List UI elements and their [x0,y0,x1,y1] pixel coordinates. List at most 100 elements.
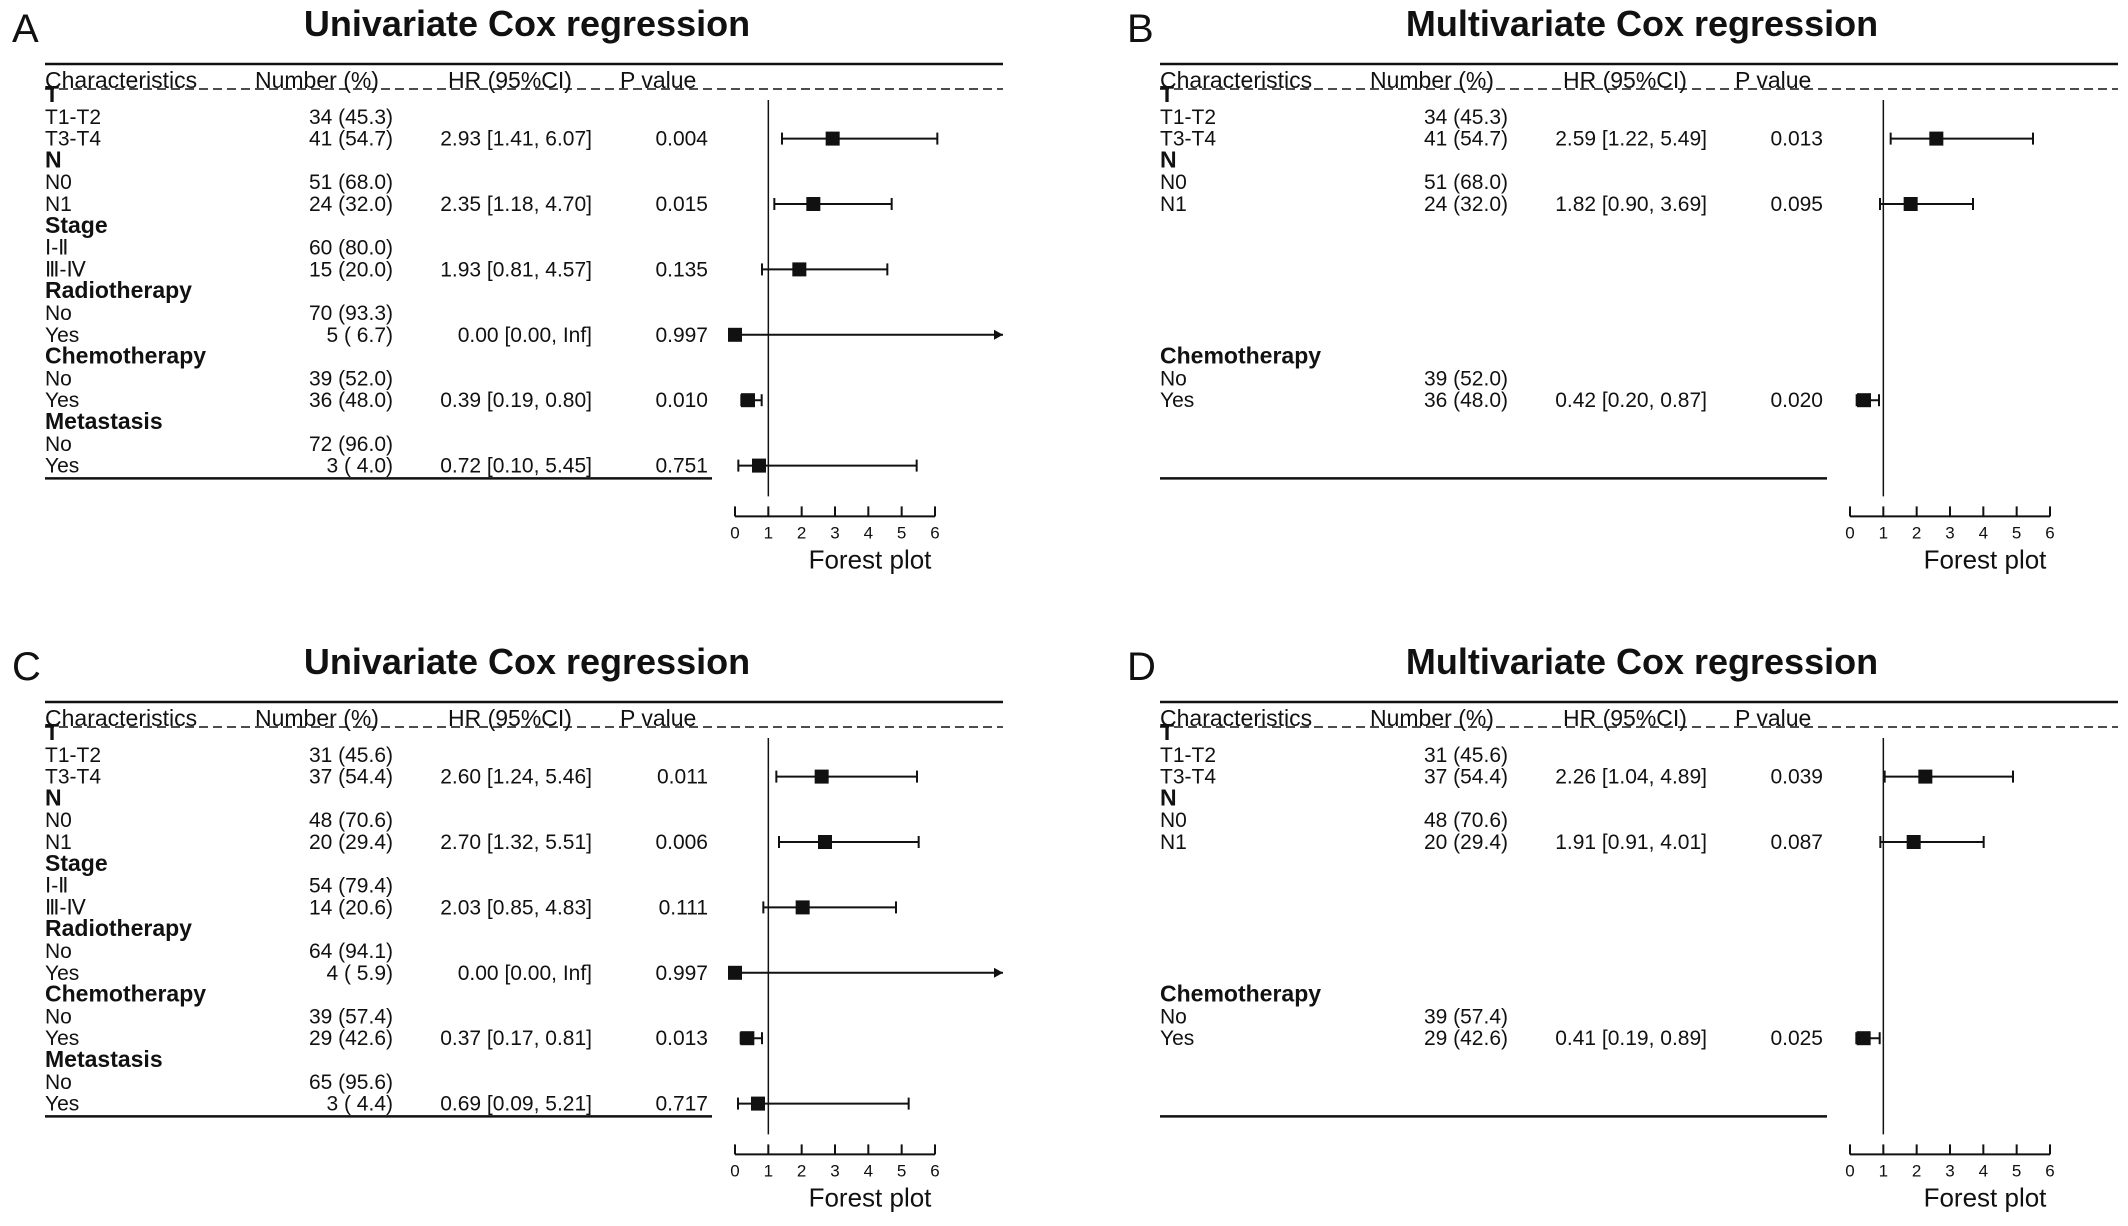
row-number: 48 (70.6) [1424,809,1508,832]
column-header: HR (95%CI) [448,705,572,731]
x-tick-label: 3 [1945,1161,1954,1180]
row-number: 39 (52.0) [309,367,393,390]
row-number: 20 (29.4) [309,831,393,854]
panel-letter: C [12,645,41,689]
panel-title: Univariate Cox regression [304,3,750,44]
panel-letter: D [1127,645,1156,689]
row-number: 24 (32.0) [1424,193,1508,216]
section-label: N [45,146,62,172]
row-hr-ci: 2.26 [1.04, 4.89] [1555,766,1707,789]
panel-b: B Multivariate Cox regression Characterist… [1127,3,2118,574]
column-header: Number (%) [1370,67,1494,93]
row-label: T3-T4 [45,128,101,151]
section-label: Chemotherapy [45,981,206,1007]
row-label: N1 [45,193,72,216]
x-tick-label: 4 [1979,523,1988,542]
x-tick-label: 1 [764,523,773,542]
x-tick-label: 0 [1845,1161,1854,1180]
x-tick-label: 5 [897,523,906,542]
row-number: 24 (32.0) [309,193,393,216]
column-header: P value [1735,67,1811,93]
row-label: No [1160,1005,1187,1028]
row-label: No [45,1005,72,1028]
row-number: 65 (95.6) [309,1071,393,1094]
row-p-value: 0.095 [1770,193,1823,216]
ci-arrow [994,967,1003,978]
section-label: Radiotherapy [45,277,192,303]
column-header: HR (95%CI) [448,67,572,93]
row-hr-ci: 0.39 [0.19, 0.80] [440,389,592,412]
x-tick-label: 0 [1845,523,1854,542]
row-number: 41 (54.7) [309,128,393,151]
row-label: T1-T2 [1160,744,1216,767]
row-hr-ci: 2.03 [0.85, 4.83] [440,896,592,919]
hr-point [1903,197,1918,211]
column-header: P value [620,705,696,731]
row-p-value: 0.135 [655,258,708,281]
section-label: N [45,784,62,810]
x-tick-label: 0 [730,1161,739,1180]
column-header: Characteristics [1160,67,1312,93]
x-tick-label: 0 [730,523,739,542]
row-p-value: 0.751 [655,455,708,478]
row-p-value: 0.039 [1770,766,1823,789]
row-label: No [45,940,72,963]
column-header: Number (%) [255,705,379,731]
row-number: 70 (93.3) [309,302,393,325]
row-hr-ci: 0.00 [0.00, Inf] [458,962,592,985]
section-label: Stage [45,212,108,238]
x-tick-label: 1 [1879,523,1888,542]
column-header: Number (%) [255,67,379,93]
x-tick-label: 6 [930,1161,939,1180]
x-tick-label: 5 [2012,1161,2021,1180]
row-number: 48 (70.6) [309,809,393,832]
row-hr-ci: 0.69 [0.09, 5.21] [440,1093,592,1116]
row-label: T3-T4 [1160,128,1216,151]
row-p-value: 0.087 [1770,831,1823,854]
section-label: T [45,719,59,745]
row-number: 36 (48.0) [1424,389,1508,412]
row-number: 72 (96.0) [309,433,393,456]
hr-point [792,262,807,277]
row-number: 34 (45.3) [309,106,393,129]
row-label: No [45,433,72,456]
row-label: Yes [45,455,79,478]
row-number: 51 (68.0) [309,171,393,194]
row-number: 54 (79.4) [309,875,393,898]
row-label: Yes [45,324,79,347]
row-number: 39 (57.4) [309,1005,393,1028]
hr-point [728,327,742,342]
column-header: Number (%) [1370,705,1494,731]
hr-point [740,1031,755,1046]
row-number: 60 (80.0) [309,237,393,260]
x-axis-label: Forest plot [809,1182,933,1212]
row-number: 20 (29.4) [1424,831,1508,854]
x-tick-label: 2 [797,1161,806,1180]
row-p-value: 0.020 [1770,389,1823,412]
section-label: Metastasis [45,1046,163,1072]
row-p-value: 0.997 [655,324,708,347]
x-tick-label: 5 [2012,523,2021,542]
hr-point [1918,769,1933,784]
row-label: T3-T4 [45,766,101,789]
x-tick-label: 1 [1879,1161,1888,1180]
x-tick-label: 2 [1912,523,1921,542]
row-label: T1-T2 [1160,106,1216,129]
row-label: Ⅰ-Ⅱ [45,237,69,260]
row-label: T1-T2 [45,106,101,129]
x-tick-label: 2 [797,523,806,542]
row-p-value: 0.997 [655,962,708,985]
panel-letter: A [12,7,39,51]
ci-arrow [994,329,1003,340]
hr-point [1906,835,1921,849]
row-hr-ci: 2.93 [1.41, 6.07] [440,128,592,151]
row-p-value: 0.013 [655,1027,708,1050]
row-number: 51 (68.0) [1424,171,1508,194]
x-tick-label: 4 [864,1161,873,1180]
hr-point [752,458,766,473]
column-header: Characteristics [45,705,197,731]
x-tick-label: 5 [897,1161,906,1180]
column-header: P value [1735,705,1811,731]
row-hr-ci: 1.91 [0.91, 4.01] [1555,831,1707,854]
section-label: T [45,81,59,107]
